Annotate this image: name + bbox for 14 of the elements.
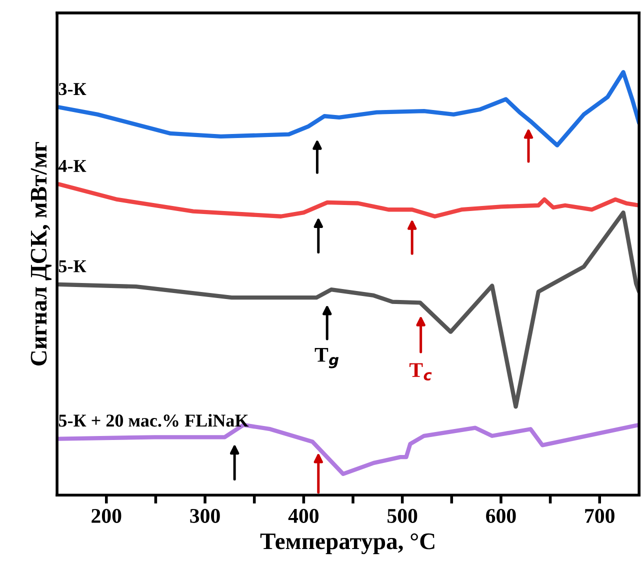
x-tick-label: 200: [92, 508, 122, 523]
annotation: T$_{g}$: [314, 348, 339, 368]
x-tick-label: 400: [288, 508, 318, 523]
x-tick-label: 500: [388, 508, 418, 523]
x-tick-label: 600: [486, 508, 516, 523]
x-tick-label: 700: [585, 508, 614, 523]
series-label: 5-К + 20 мас.% FLiNaK: [58, 414, 249, 427]
series-label: 4-К: [58, 160, 86, 172]
x-axis-title: Температура, °C: [260, 533, 434, 554]
x-tick-label: 300: [190, 508, 220, 523]
y-axis-title: Сигнал ДСК, мВт/мг: [30, 142, 52, 366]
series-label: 5-К: [58, 260, 86, 272]
annotation: T$_{c}$: [409, 363, 432, 380]
series-label: 3-К: [58, 82, 86, 96]
